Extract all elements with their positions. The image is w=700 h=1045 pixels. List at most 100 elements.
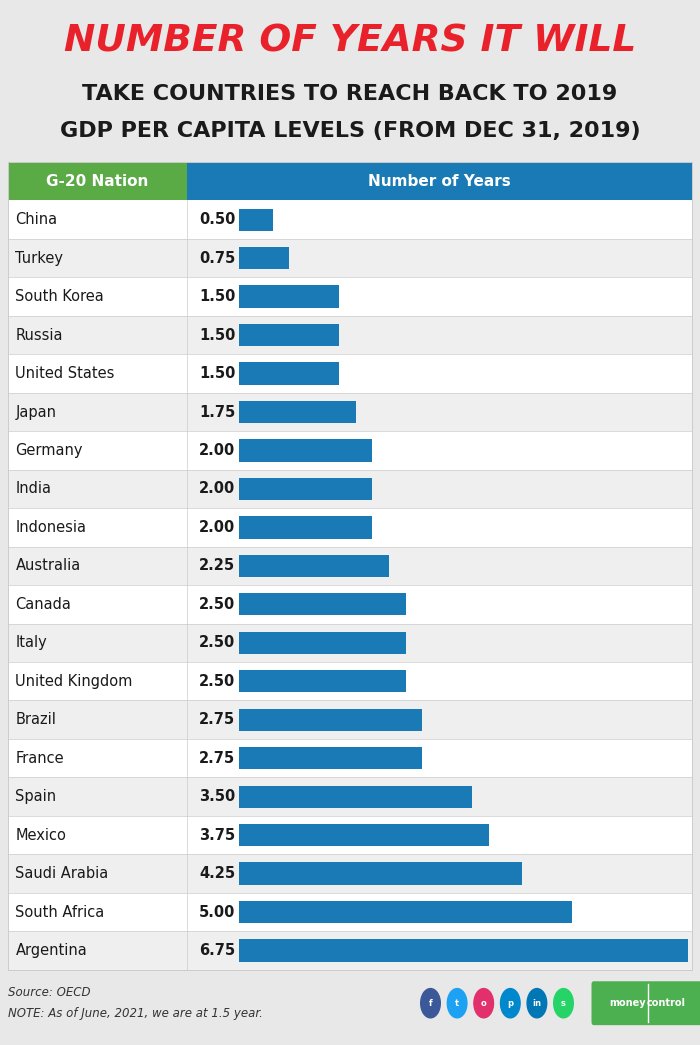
FancyBboxPatch shape	[8, 508, 692, 547]
Text: NOTE: As of June, 2021, we are at 1.5 year.: NOTE: As of June, 2021, we are at 1.5 ye…	[8, 1007, 263, 1020]
FancyBboxPatch shape	[8, 700, 692, 739]
Circle shape	[421, 989, 440, 1018]
Text: Spain: Spain	[15, 789, 57, 805]
FancyBboxPatch shape	[239, 478, 372, 501]
Text: India: India	[15, 482, 51, 496]
Text: China: China	[15, 212, 57, 227]
Text: 4.25: 4.25	[199, 866, 235, 881]
Text: 2.25: 2.25	[199, 558, 235, 574]
FancyBboxPatch shape	[8, 393, 692, 432]
FancyBboxPatch shape	[239, 209, 272, 231]
Text: p: p	[508, 999, 513, 1007]
FancyBboxPatch shape	[239, 823, 489, 846]
FancyBboxPatch shape	[239, 516, 372, 538]
FancyBboxPatch shape	[8, 892, 692, 931]
Text: Japan: Japan	[15, 404, 57, 419]
Text: France: France	[15, 750, 64, 766]
FancyBboxPatch shape	[8, 201, 692, 239]
Text: 6.75: 6.75	[199, 943, 235, 958]
Text: NUMBER OF YEARS IT WILL: NUMBER OF YEARS IT WILL	[64, 24, 636, 60]
Text: Indonesia: Indonesia	[15, 520, 86, 535]
FancyBboxPatch shape	[8, 354, 692, 393]
FancyBboxPatch shape	[8, 931, 692, 970]
Text: f: f	[428, 999, 433, 1007]
FancyBboxPatch shape	[8, 739, 692, 777]
Text: 2.00: 2.00	[199, 443, 235, 458]
FancyBboxPatch shape	[239, 786, 472, 808]
Text: 1.50: 1.50	[199, 327, 235, 343]
Text: United Kingdom: United Kingdom	[15, 674, 133, 689]
FancyBboxPatch shape	[8, 162, 692, 970]
Text: United States: United States	[15, 366, 115, 381]
FancyBboxPatch shape	[239, 555, 389, 577]
Text: Italy: Italy	[15, 635, 47, 650]
FancyBboxPatch shape	[239, 594, 405, 616]
Text: GDP PER CAPITA LEVELS (FROM DEC 31, 2019): GDP PER CAPITA LEVELS (FROM DEC 31, 2019…	[60, 120, 640, 141]
Text: Number of Years: Number of Years	[368, 173, 510, 189]
FancyBboxPatch shape	[8, 162, 187, 201]
FancyBboxPatch shape	[239, 631, 405, 654]
FancyBboxPatch shape	[8, 277, 692, 316]
Text: o: o	[481, 999, 486, 1007]
Text: G-20 Nation: G-20 Nation	[46, 173, 149, 189]
FancyBboxPatch shape	[239, 363, 339, 385]
FancyBboxPatch shape	[8, 585, 692, 624]
Text: 0.75: 0.75	[199, 251, 235, 265]
Text: 2.00: 2.00	[199, 520, 235, 535]
FancyBboxPatch shape	[239, 324, 339, 346]
FancyBboxPatch shape	[8, 239, 692, 277]
Text: South Korea: South Korea	[15, 289, 104, 304]
Text: 2.50: 2.50	[199, 674, 235, 689]
Text: 2.50: 2.50	[199, 597, 235, 611]
Text: Australia: Australia	[15, 558, 80, 574]
Text: 1.50: 1.50	[199, 366, 235, 381]
Circle shape	[527, 989, 547, 1018]
Text: 3.75: 3.75	[199, 828, 235, 842]
Text: Source: OECD: Source: OECD	[8, 986, 91, 999]
Text: 5.00: 5.00	[199, 905, 235, 920]
FancyBboxPatch shape	[187, 162, 692, 201]
Text: control: control	[646, 998, 685, 1008]
FancyBboxPatch shape	[239, 862, 522, 885]
FancyBboxPatch shape	[239, 285, 339, 308]
Text: in: in	[533, 999, 541, 1007]
Text: Germany: Germany	[15, 443, 83, 458]
Text: s: s	[561, 999, 566, 1007]
FancyBboxPatch shape	[8, 432, 692, 469]
FancyBboxPatch shape	[8, 855, 692, 892]
FancyBboxPatch shape	[239, 439, 372, 462]
Circle shape	[500, 989, 520, 1018]
Circle shape	[447, 989, 467, 1018]
Text: Canada: Canada	[15, 597, 71, 611]
Circle shape	[554, 989, 573, 1018]
Text: Argentina: Argentina	[15, 943, 88, 958]
Text: Russia: Russia	[15, 327, 63, 343]
FancyBboxPatch shape	[8, 547, 692, 585]
Text: 2.75: 2.75	[199, 713, 235, 727]
FancyBboxPatch shape	[8, 624, 692, 663]
Text: t: t	[455, 999, 459, 1007]
FancyBboxPatch shape	[8, 469, 692, 508]
Text: TAKE COUNTRIES TO REACH BACK TO 2019: TAKE COUNTRIES TO REACH BACK TO 2019	[83, 84, 617, 105]
FancyBboxPatch shape	[239, 901, 572, 923]
Text: Mexico: Mexico	[15, 828, 66, 842]
Text: Turkey: Turkey	[15, 251, 64, 265]
Text: 1.75: 1.75	[199, 404, 235, 419]
Text: Brazil: Brazil	[15, 713, 56, 727]
FancyBboxPatch shape	[239, 939, 688, 961]
Text: South Africa: South Africa	[15, 905, 105, 920]
Circle shape	[474, 989, 494, 1018]
Text: 2.50: 2.50	[199, 635, 235, 650]
Text: Saudi Arabia: Saudi Arabia	[15, 866, 108, 881]
FancyBboxPatch shape	[239, 670, 405, 693]
FancyBboxPatch shape	[0, 0, 700, 162]
FancyBboxPatch shape	[592, 981, 700, 1025]
FancyBboxPatch shape	[8, 816, 692, 855]
Text: 3.50: 3.50	[199, 789, 235, 805]
Text: money: money	[609, 998, 645, 1008]
FancyBboxPatch shape	[8, 777, 692, 816]
Text: 2.75: 2.75	[199, 750, 235, 766]
FancyBboxPatch shape	[239, 747, 422, 769]
FancyBboxPatch shape	[239, 401, 356, 423]
FancyBboxPatch shape	[8, 663, 692, 700]
